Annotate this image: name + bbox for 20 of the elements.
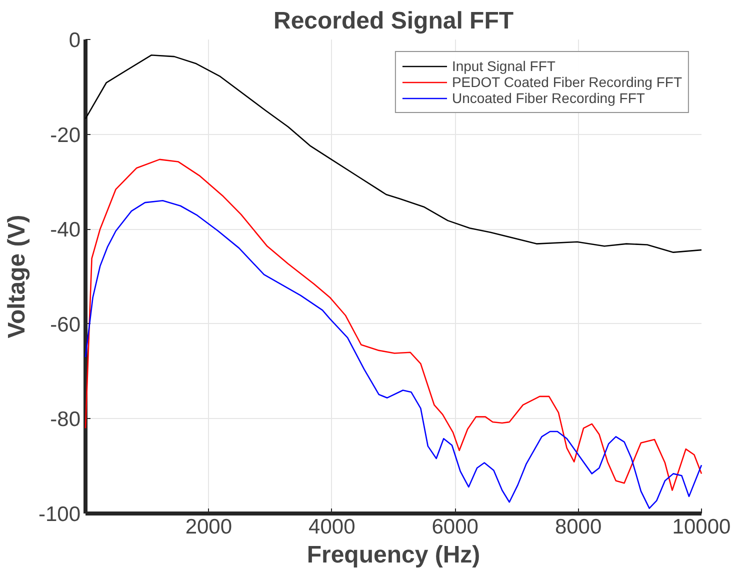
chart-title: Recorded Signal FFT	[273, 8, 514, 34]
x-tick-label: 10000	[672, 516, 731, 538]
line-series	[84, 158, 702, 491]
line-series	[84, 200, 702, 509]
y-tick-label: -60	[50, 313, 81, 336]
y-tick-label: -40	[50, 218, 81, 242]
y-tick-label: -80	[50, 408, 81, 432]
y-tick-label: 0	[68, 29, 81, 52]
x-tick-label: 8000	[554, 516, 602, 538]
x-tick-label: 6000	[432, 516, 478, 538]
y-tick-label: -100	[38, 503, 80, 526]
legend-label: Input Signal FFT	[452, 58, 556, 74]
x-tick-label: 2000	[185, 516, 232, 538]
y-axis-title: Voltage (V)	[3, 214, 30, 338]
y-tick-label: -20	[50, 124, 81, 147]
x-tick-label: 4000	[308, 516, 356, 538]
x-axis-title: Frequency (Hz)	[306, 542, 480, 568]
legend-label: Uncoated Fiber Recording FFT	[452, 90, 645, 106]
legend-label: PEDOT Coated Fiber Recording FFT	[452, 74, 682, 90]
line-series	[84, 54, 702, 253]
